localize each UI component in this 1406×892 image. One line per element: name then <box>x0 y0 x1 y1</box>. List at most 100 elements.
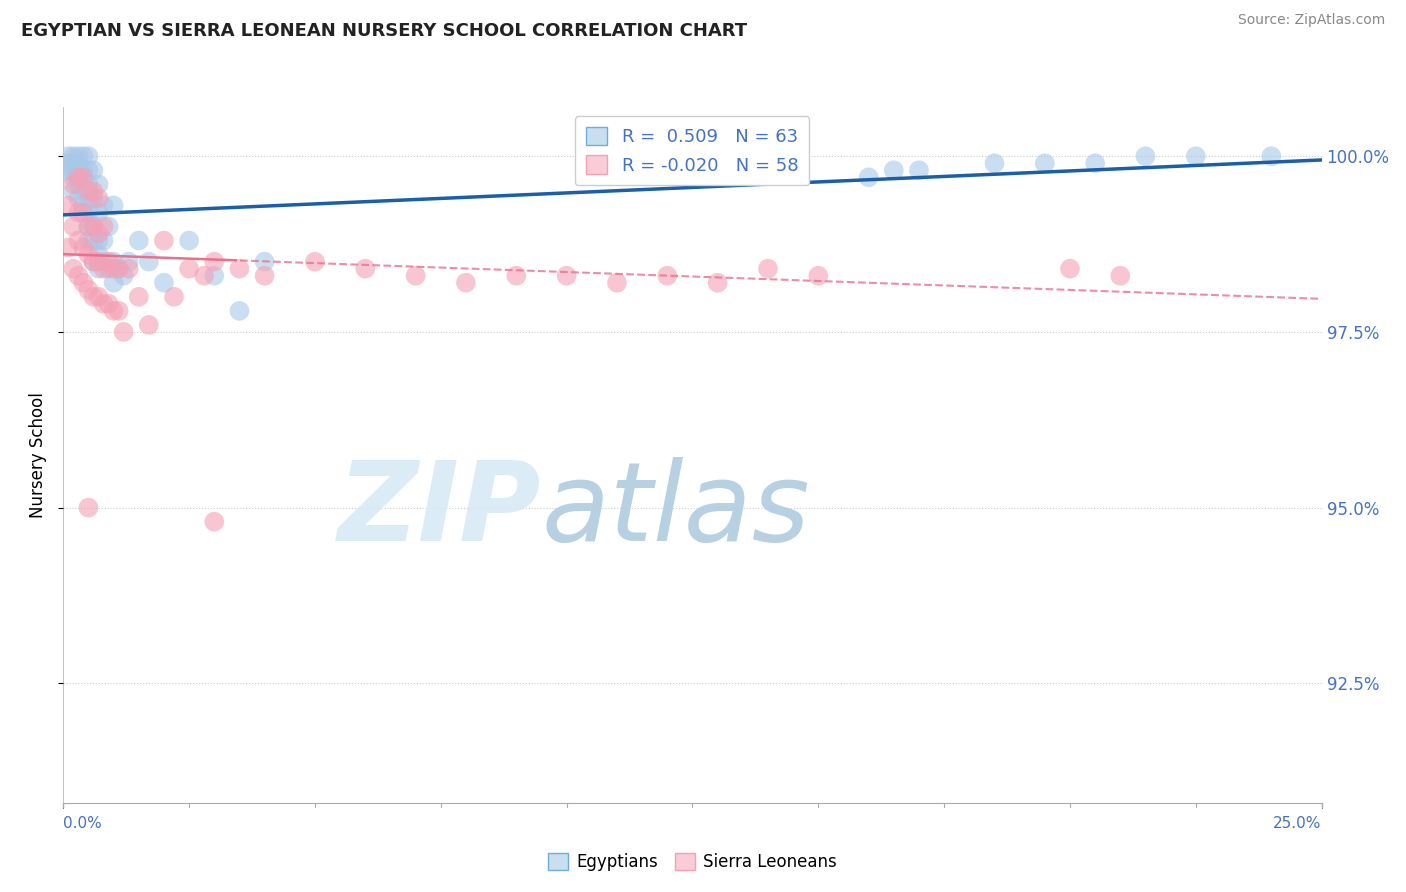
Point <box>228 303 250 318</box>
Point <box>93 198 115 212</box>
Point <box>253 254 276 268</box>
Point <box>82 234 104 248</box>
Point <box>82 219 104 234</box>
Point <box>202 268 225 283</box>
Point <box>72 198 94 212</box>
Point <box>72 185 94 199</box>
Point <box>128 290 150 304</box>
Point <box>72 149 94 163</box>
Point <box>82 254 104 268</box>
Point <box>62 170 84 185</box>
Point <box>77 219 100 234</box>
Point <box>67 163 90 178</box>
Point <box>87 227 110 241</box>
Point <box>97 254 120 268</box>
Point <box>107 303 129 318</box>
Point <box>77 283 100 297</box>
Point <box>87 178 110 192</box>
Point <box>756 261 779 276</box>
Point <box>67 205 90 219</box>
Point <box>77 191 100 205</box>
Point <box>58 198 80 212</box>
Point <box>858 170 880 185</box>
Point <box>82 254 104 268</box>
Point <box>87 261 110 276</box>
Point <box>67 156 90 170</box>
Point <box>93 261 115 276</box>
Point <box>118 261 141 276</box>
Point <box>77 185 100 199</box>
Point <box>202 254 225 268</box>
Point <box>103 198 125 212</box>
Point <box>67 170 90 185</box>
Point <box>72 205 94 219</box>
Point <box>67 178 90 192</box>
Point <box>77 163 100 178</box>
Point <box>354 261 377 276</box>
Point <box>62 185 84 199</box>
Point <box>87 205 110 219</box>
Point <box>1135 149 1157 163</box>
Point <box>77 178 100 192</box>
Point <box>72 241 94 255</box>
Point <box>72 170 94 185</box>
Point <box>58 149 80 163</box>
Text: 0.0%: 0.0% <box>63 816 103 831</box>
Point <box>112 325 135 339</box>
Point <box>67 268 90 283</box>
Point <box>62 178 84 192</box>
Point <box>77 149 100 163</box>
Point <box>97 261 120 276</box>
Point <box>93 254 115 268</box>
Point <box>1059 261 1081 276</box>
Point <box>555 268 578 283</box>
Point <box>62 261 84 276</box>
Point <box>908 163 931 178</box>
Point <box>103 254 125 268</box>
Point <box>253 268 276 283</box>
Point <box>77 234 100 248</box>
Point <box>67 191 90 205</box>
Point <box>87 247 110 261</box>
Point <box>163 290 186 304</box>
Point <box>657 268 679 283</box>
Point <box>1084 156 1107 170</box>
Point <box>77 247 100 261</box>
Point <box>1109 268 1132 283</box>
Point <box>505 268 527 283</box>
Point <box>103 303 125 318</box>
Point <box>72 170 94 185</box>
Point <box>93 297 115 311</box>
Legend: Egyptians, Sierra Leoneans: Egyptians, Sierra Leoneans <box>541 847 844 878</box>
Point <box>103 261 125 276</box>
Point <box>97 297 120 311</box>
Point <box>107 261 129 276</box>
Text: EGYPTIAN VS SIERRA LEONEAN NURSERY SCHOOL CORRELATION CHART: EGYPTIAN VS SIERRA LEONEAN NURSERY SCHOO… <box>21 22 747 40</box>
Point <box>87 234 110 248</box>
Point <box>67 149 90 163</box>
Point <box>304 254 326 268</box>
Point <box>62 149 84 163</box>
Point <box>405 268 427 283</box>
Point <box>72 163 94 178</box>
Point <box>58 156 80 170</box>
Point <box>1260 149 1282 163</box>
Point <box>62 163 84 178</box>
Point <box>87 254 110 268</box>
Point <box>1033 156 1056 170</box>
Point <box>138 254 160 268</box>
Point <box>128 234 150 248</box>
Point <box>62 156 84 170</box>
Point <box>77 219 100 234</box>
Point <box>93 219 115 234</box>
Y-axis label: Nursery School: Nursery School <box>28 392 46 518</box>
Point <box>97 219 120 234</box>
Point <box>77 500 100 515</box>
Point <box>58 163 80 178</box>
Point <box>82 185 104 199</box>
Point <box>153 276 176 290</box>
Point <box>87 290 110 304</box>
Point <box>93 234 115 248</box>
Point <box>454 276 477 290</box>
Point <box>983 156 1005 170</box>
